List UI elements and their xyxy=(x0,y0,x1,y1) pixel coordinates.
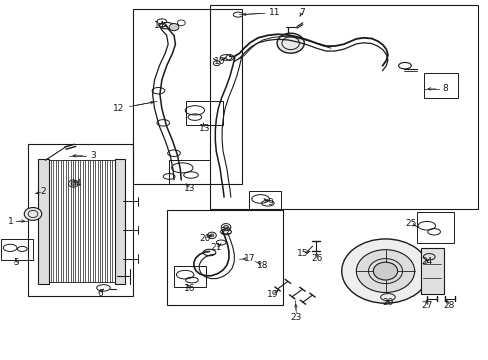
Bar xyxy=(186,102,222,125)
Text: 14: 14 xyxy=(153,21,165,30)
Text: 19: 19 xyxy=(266,290,278,299)
Text: 25: 25 xyxy=(405,220,416,229)
Text: 16: 16 xyxy=(184,284,195,293)
Circle shape xyxy=(169,23,179,31)
Text: 13: 13 xyxy=(199,124,210,133)
Text: 28: 28 xyxy=(442,301,453,310)
Text: 27: 27 xyxy=(420,301,432,310)
Circle shape xyxy=(209,234,213,237)
Text: 18: 18 xyxy=(256,261,268,270)
Text: 17: 17 xyxy=(243,254,255,263)
Text: 22: 22 xyxy=(220,226,231,235)
Bar xyxy=(115,158,125,284)
Text: 21: 21 xyxy=(210,243,222,252)
Text: 10: 10 xyxy=(213,57,224,66)
Bar xyxy=(166,210,283,305)
Text: 20: 20 xyxy=(199,234,210,243)
Bar xyxy=(1,239,33,260)
Text: 4: 4 xyxy=(75,179,81,188)
Text: 8: 8 xyxy=(441,84,447,93)
Text: 15: 15 xyxy=(297,249,308,258)
Circle shape xyxy=(356,249,414,293)
Circle shape xyxy=(223,225,228,229)
Text: 24: 24 xyxy=(420,257,431,266)
Bar xyxy=(416,212,453,243)
Text: 7: 7 xyxy=(298,8,304,17)
Bar xyxy=(249,191,281,208)
Bar xyxy=(132,9,242,184)
Text: 11: 11 xyxy=(268,8,280,17)
Circle shape xyxy=(277,33,304,53)
Circle shape xyxy=(341,239,428,303)
Text: 23: 23 xyxy=(290,313,302,322)
Circle shape xyxy=(24,207,41,220)
Text: 13: 13 xyxy=(184,184,195,193)
Circle shape xyxy=(71,182,76,185)
Bar xyxy=(38,158,48,284)
Bar xyxy=(169,160,210,184)
Text: 5: 5 xyxy=(13,258,19,267)
Text: 26: 26 xyxy=(311,254,323,263)
Bar xyxy=(424,73,458,98)
Text: 1: 1 xyxy=(8,217,14,226)
Bar xyxy=(174,266,205,287)
Text: 9: 9 xyxy=(266,198,272,207)
Bar xyxy=(28,144,132,296)
Text: 12: 12 xyxy=(113,104,124,113)
Text: 29: 29 xyxy=(382,298,393,307)
Bar xyxy=(210,5,477,208)
Text: 6: 6 xyxy=(97,289,103,298)
Circle shape xyxy=(372,262,397,280)
Text: 3: 3 xyxy=(90,151,96,160)
Bar xyxy=(420,248,443,294)
Text: 2: 2 xyxy=(40,187,45,196)
